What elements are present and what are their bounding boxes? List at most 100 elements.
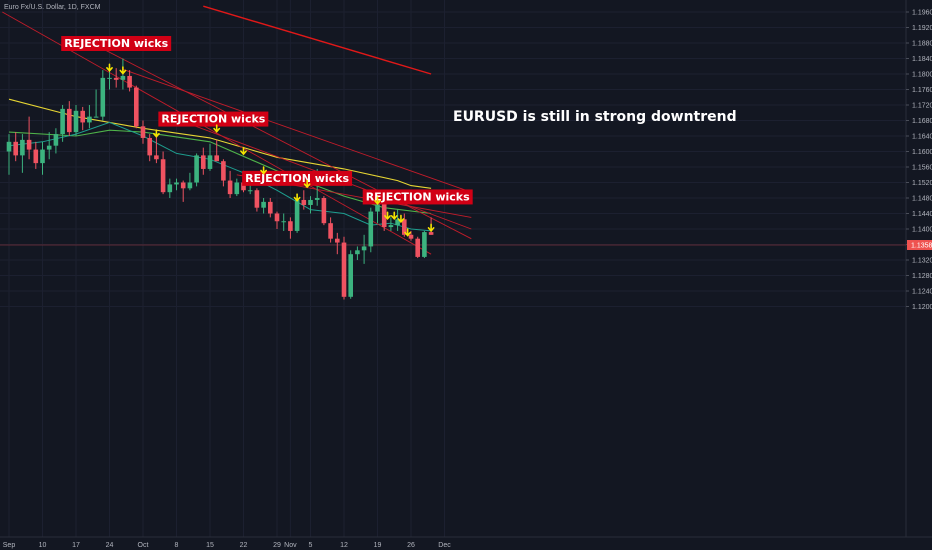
down-arrow-icon — [293, 193, 301, 202]
candle-up — [294, 199, 300, 231]
candle-up — [361, 246, 367, 251]
rejection-label: REJECTION wicks — [366, 190, 470, 203]
down-arrow-icon — [374, 196, 381, 205]
candle-down — [415, 238, 420, 257]
candle-down — [408, 234, 414, 239]
price-tick-label: 1.14400 — [912, 211, 932, 218]
candle-down — [268, 201, 273, 214]
candle-up — [93, 116, 99, 118]
trendline — [102, 48, 472, 240]
time-tick-label: 29 — [273, 542, 281, 549]
candle-up — [355, 250, 360, 255]
price-tick-label: 1.17200 — [912, 103, 932, 110]
headline-text: EURUSD is still in strong downtrend — [453, 109, 737, 125]
candle-down — [201, 155, 206, 169]
current-price-label: 1.13587 — [911, 243, 932, 250]
price-tick-label: 1.12800 — [912, 273, 932, 280]
candle-down — [160, 159, 166, 193]
candle-down — [428, 232, 434, 235]
candle-up — [308, 199, 313, 205]
price-tick-label: 1.19600 — [912, 10, 932, 17]
candle-down — [321, 198, 327, 224]
current-price-badge — [907, 240, 932, 251]
candle-down — [241, 182, 246, 191]
candle-down — [381, 201, 387, 228]
candle-down — [33, 149, 39, 164]
down-arrow-icon — [153, 129, 160, 138]
candle-up — [167, 184, 173, 193]
rejection-label-bg — [242, 170, 353, 186]
candle-down — [335, 238, 340, 243]
price-tick-label: 1.19200 — [912, 25, 932, 32]
candle-down — [113, 77, 119, 80]
time-tick-label: 22 — [240, 542, 248, 549]
candle-down — [274, 213, 280, 222]
candle-down — [221, 161, 226, 181]
rejection-label-bg — [362, 189, 473, 205]
symbol-label: Euro Fx/U.S. Dollar, 1D, FXCM — [4, 4, 101, 11]
candle-down — [127, 75, 132, 88]
candle-down — [13, 141, 18, 156]
time-tick-label: 26 — [407, 542, 415, 549]
candle-up — [120, 75, 126, 80]
ma-teal — [8, 121, 432, 232]
rejection-label-bg — [158, 111, 269, 127]
candle-down — [134, 87, 139, 127]
price-tick-label: 1.16000 — [912, 149, 932, 156]
candle-up — [207, 155, 213, 169]
candle-up — [40, 149, 45, 164]
candle-down — [328, 223, 333, 239]
candle-down — [214, 155, 219, 162]
candle-down — [288, 221, 293, 231]
time-tick-label: 5 — [309, 542, 313, 549]
time-tick-label: 15 — [206, 542, 214, 549]
price-tick-label: 1.17600 — [912, 87, 932, 94]
candle-down — [26, 139, 32, 150]
time-tick-label: Sep — [3, 542, 16, 549]
time-tick-label: Nov — [284, 542, 297, 549]
time-tick-label: 10 — [39, 542, 47, 549]
down-arrow-icon — [384, 211, 391, 221]
trendline — [122, 68, 472, 193]
candle-up — [194, 155, 199, 183]
candle-down — [80, 110, 85, 123]
chart-grid — [0, 0, 906, 537]
down-arrow-icon — [240, 146, 247, 156]
candle-up — [348, 254, 353, 297]
candle-up — [395, 219, 400, 226]
candle-up — [174, 182, 179, 185]
down-arrow-icon — [260, 166, 267, 175]
candle-up — [375, 201, 380, 212]
candle-down — [154, 155, 159, 160]
candle-down — [180, 182, 186, 189]
time-tick-label: Oct — [138, 542, 149, 549]
down-arrow-icon — [303, 179, 311, 189]
price-tick-label: 1.16400 — [912, 134, 932, 141]
rejection-label-bg — [61, 36, 172, 51]
price-tick-label: 1.15600 — [912, 165, 932, 172]
price-tick-label: 1.14000 — [912, 227, 932, 234]
rejection-label: REJECTION wicks — [161, 113, 265, 126]
candle-down — [67, 108, 72, 133]
price-tick-label: 1.18400 — [912, 56, 932, 63]
candle-down — [147, 137, 152, 156]
time-tick-label: 24 — [106, 542, 114, 549]
price-tick-label: 1.14800 — [912, 196, 932, 203]
candle-up — [261, 201, 266, 208]
candle-down — [341, 242, 347, 297]
candle-up — [100, 77, 106, 117]
ma-red-long — [203, 5, 432, 75]
candle-up — [53, 134, 59, 146]
down-arrow-icon — [397, 214, 405, 224]
price-tick-label: 1.13200 — [912, 258, 932, 265]
candle-up — [388, 225, 394, 228]
time-tick-label: 19 — [374, 542, 382, 549]
price-tick-label: 1.12000 — [912, 304, 932, 311]
down-arrow-icon — [119, 66, 127, 75]
candle-down — [254, 190, 260, 208]
candle-up — [20, 139, 25, 156]
time-tick-label: 12 — [340, 542, 348, 549]
price-tick-label: 1.15200 — [912, 180, 932, 187]
